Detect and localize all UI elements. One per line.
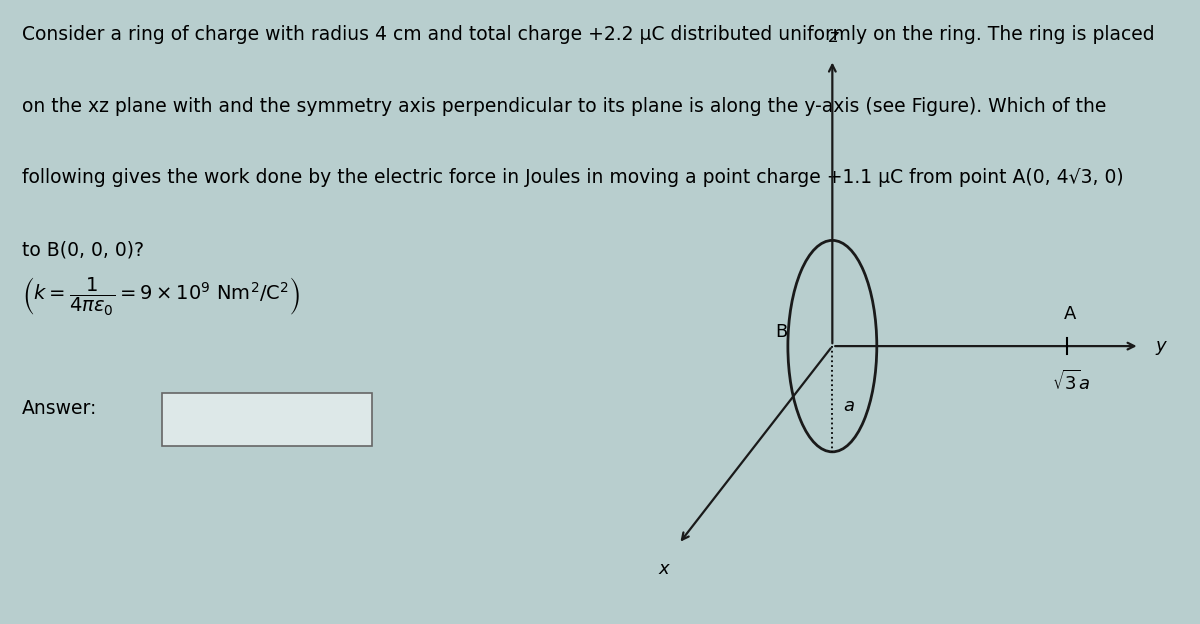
Text: Answer:: Answer: <box>22 399 97 418</box>
Text: x: x <box>659 560 670 578</box>
Text: a: a <box>844 397 854 415</box>
Text: Consider a ring of charge with radius 4 cm and total charge +2.2 μC distributed : Consider a ring of charge with radius 4 … <box>22 25 1154 44</box>
Text: $\left(k = \dfrac{1}{4\pi\varepsilon_0} = 9 \times 10^9\ \mathrm{Nm^2/C^2}\right: $\left(k = \dfrac{1}{4\pi\varepsilon_0} … <box>22 275 300 316</box>
Text: A: A <box>1063 305 1076 323</box>
Text: B: B <box>775 323 787 341</box>
Text: $\sqrt{3}a$: $\sqrt{3}a$ <box>1052 369 1091 394</box>
Text: on the xz plane with and the symmetry axis perpendicular to its plane is along t: on the xz plane with and the symmetry ax… <box>22 97 1106 115</box>
Text: to B(0, 0, 0)?: to B(0, 0, 0)? <box>22 240 144 259</box>
Bar <box>162 393 372 446</box>
Text: z: z <box>828 28 838 46</box>
Text: following gives the work done by the electric force in Joules in moving a point : following gives the work done by the ele… <box>22 168 1123 187</box>
Text: y: y <box>1156 337 1166 355</box>
